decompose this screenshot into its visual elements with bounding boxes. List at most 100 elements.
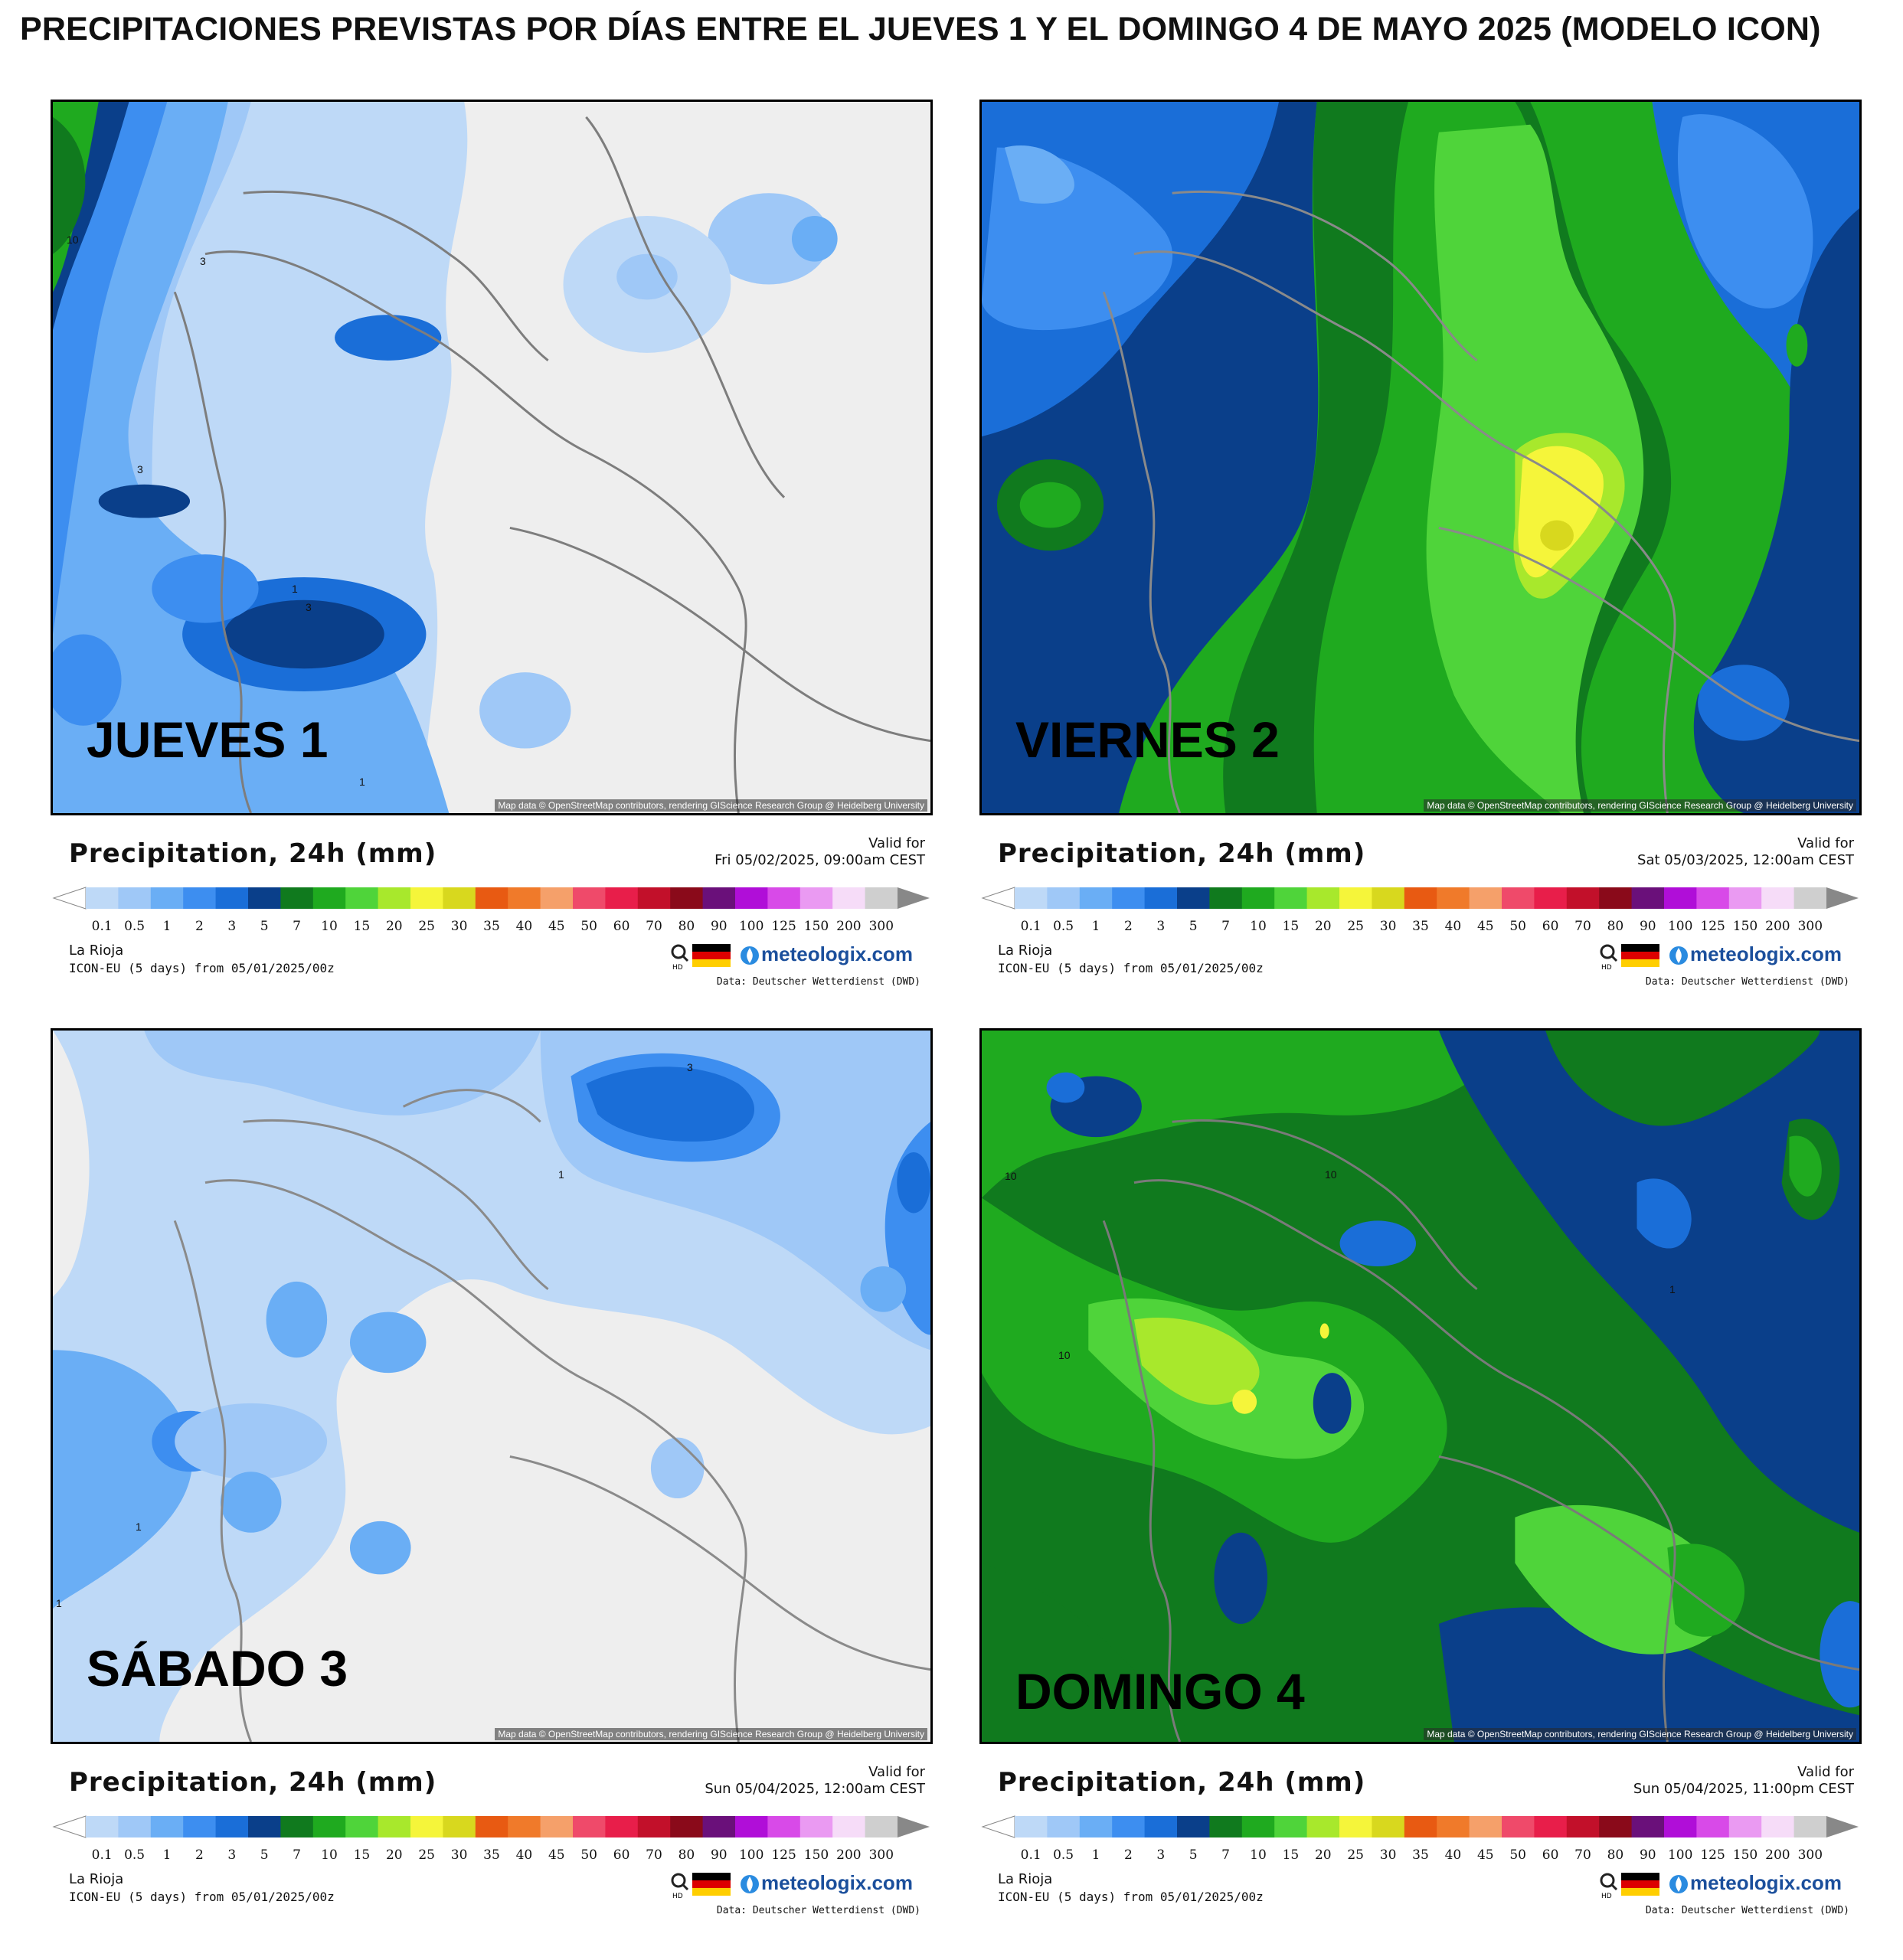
scale-color-cell bbox=[86, 887, 119, 909]
scale-color-cell bbox=[637, 887, 671, 909]
legend-title: Precipitation, 24h (mm) bbox=[69, 838, 437, 869]
day-label: SÁBADO 3 bbox=[87, 1640, 348, 1697]
scale-color-cell bbox=[1209, 1816, 1243, 1838]
scale-tick-label: 2 bbox=[195, 1847, 204, 1863]
scale-color-cell bbox=[508, 887, 541, 909]
color-scale-bar bbox=[981, 887, 1859, 910]
precip-map[interactable]: 10 10 10 1 DOMINGO 4 Map data © OpenStre… bbox=[979, 1028, 1862, 1744]
scale-color-cell bbox=[1728, 1816, 1762, 1838]
map-attribution: Map data © OpenStreetMap contributors, r… bbox=[1424, 1728, 1856, 1740]
region-label: La Rioja bbox=[69, 1871, 124, 1887]
germany-flag-icon bbox=[1621, 1873, 1659, 1896]
scale-color-cell bbox=[573, 887, 606, 909]
scale-tick-label: 5 bbox=[260, 1847, 269, 1863]
scale-tick-label: 25 bbox=[418, 919, 436, 934]
scale-color-cell bbox=[799, 1816, 833, 1838]
scale-arrow-left-icon bbox=[981, 887, 1015, 910]
scale-tick-label: 125 bbox=[1700, 1847, 1725, 1863]
region-label: La Rioja bbox=[998, 942, 1053, 959]
scale-tick-label: 15 bbox=[353, 1847, 371, 1863]
scale-color-cell bbox=[1209, 887, 1243, 909]
brand-logo[interactable]: HD meteologix.com bbox=[669, 1870, 922, 1900]
scale-color-cell bbox=[1274, 1816, 1308, 1838]
scale-arrow-right-icon bbox=[898, 1816, 930, 1838]
scale-color-cell bbox=[345, 1816, 379, 1838]
region-label: La Rioja bbox=[69, 942, 124, 959]
scale-color-cell bbox=[605, 1816, 639, 1838]
scale-color-cell bbox=[1306, 887, 1340, 909]
scale-tick-label: 7 bbox=[1221, 919, 1231, 934]
scale-color-cell bbox=[1437, 887, 1470, 909]
scale-tick-label: 60 bbox=[1542, 919, 1559, 934]
scale-tick-label: 90 bbox=[1639, 919, 1656, 934]
scale-color-cell bbox=[1631, 887, 1665, 909]
scale-color-cell bbox=[1372, 887, 1405, 909]
scale-tick-label: 0.5 bbox=[124, 1847, 146, 1863]
scale-tick-label: 60 bbox=[1542, 1847, 1559, 1863]
scale-tick-label: 10 bbox=[321, 919, 338, 934]
panel-friday: VIERNES 2 Map data © OpenStreetMap contr… bbox=[979, 100, 1862, 1003]
scale-color-cell bbox=[1502, 887, 1535, 909]
scale-tick-label: 60 bbox=[613, 1847, 630, 1863]
scale-color-cell bbox=[1599, 1816, 1633, 1838]
color-scale-bar bbox=[981, 1815, 1859, 1838]
scale-color-cell bbox=[1664, 887, 1697, 909]
scale-tick-label: 150 bbox=[803, 919, 829, 934]
magnifier-hd-icon: HD bbox=[671, 944, 689, 970]
scale-tick-label: 30 bbox=[1379, 919, 1397, 934]
panel-saturday: 3 1 1 1 SÁBADO 3 Map data © OpenStreetMa… bbox=[51, 1028, 933, 1932]
scale-color-cell bbox=[1241, 1816, 1275, 1838]
scale-tick-label: 45 bbox=[548, 919, 565, 934]
scale-tick-label: 35 bbox=[483, 919, 500, 934]
scale-tick-label: 90 bbox=[1639, 1847, 1656, 1863]
scale-tick-label: 50 bbox=[580, 1847, 598, 1863]
legend: Precipitation, 24h (mm) Valid for Sat 05… bbox=[979, 815, 1862, 991]
legend-title: Precipitation, 24h (mm) bbox=[69, 1767, 437, 1798]
contour-label: 1 bbox=[136, 1521, 142, 1533]
valid-time: Valid for Sun 05/04/2025, 12:00am CEST bbox=[705, 1764, 925, 1798]
scale-color-cell bbox=[86, 1816, 119, 1838]
brand-logo[interactable]: HD meteologix.com bbox=[1598, 941, 1851, 972]
precip-map[interactable]: VIERNES 2 Map data © OpenStreetMap contr… bbox=[979, 100, 1862, 815]
contour-label: 3 bbox=[306, 601, 312, 613]
scale-color-cell bbox=[118, 1816, 152, 1838]
scale-tick-label: 35 bbox=[1412, 919, 1429, 934]
scale-color-cell bbox=[1339, 887, 1372, 909]
brand-logo[interactable]: HD meteologix.com bbox=[1598, 1870, 1851, 1900]
scale-tick-label: 45 bbox=[1476, 919, 1494, 934]
scale-color-cell bbox=[150, 887, 184, 909]
day-label: JUEVES 1 bbox=[87, 711, 329, 768]
scale-tick-label: 70 bbox=[1574, 1847, 1591, 1863]
precip-map[interactable]: 3 1 1 1 SÁBADO 3 Map data © OpenStreetMa… bbox=[51, 1028, 933, 1744]
brand-name: meteologix.com bbox=[1690, 1871, 1842, 1894]
scale-tick-label: 1 bbox=[162, 1847, 172, 1863]
meteologix-logo-icon bbox=[741, 1875, 759, 1893]
scale-color-cell bbox=[1144, 1816, 1178, 1838]
scale-tick-label: 1 bbox=[1091, 1847, 1100, 1863]
scale-color-cell bbox=[1274, 887, 1308, 909]
magnifier-hd-icon: HD bbox=[1600, 944, 1618, 970]
scale-color-cell bbox=[1079, 887, 1113, 909]
scale-tick-label: 100 bbox=[1667, 919, 1693, 934]
contour-label: 10 bbox=[1058, 1349, 1071, 1361]
valid-time-value: Sun 05/04/2025, 11:00pm CEST bbox=[1633, 1781, 1854, 1797]
scale-tick-label: 0.1 bbox=[91, 1847, 113, 1863]
scale-color-cell bbox=[345, 887, 379, 909]
valid-time-value: Sun 05/04/2025, 12:00am CEST bbox=[705, 1781, 925, 1797]
magnifier-hd-icon: HD bbox=[671, 1873, 689, 1899]
scale-color-cell bbox=[1047, 887, 1081, 909]
valid-for-label: Valid for bbox=[1797, 1764, 1854, 1780]
scale-color-cell bbox=[1696, 887, 1730, 909]
precip-map[interactable]: 10 3 3 1 3 1 JUEVES 1 Map data © OpenStr… bbox=[51, 100, 933, 815]
brand-logo[interactable]: HD meteologix.com bbox=[669, 941, 922, 972]
scale-color-cell bbox=[1112, 1816, 1146, 1838]
scale-tick-label: 30 bbox=[1379, 1847, 1397, 1863]
scale-color-cell bbox=[280, 887, 314, 909]
day-label: DOMINGO 4 bbox=[1015, 1663, 1305, 1720]
scale-tick-label: 2 bbox=[195, 919, 204, 934]
data-source: Data: Deutscher Wetterdienst (DWD) bbox=[1645, 1905, 1849, 1916]
brand-name: meteologix.com bbox=[1690, 942, 1842, 965]
scale-tick-label: 300 bbox=[868, 919, 894, 934]
scale-color-cell bbox=[540, 887, 574, 909]
contour-label: 3 bbox=[200, 255, 206, 267]
